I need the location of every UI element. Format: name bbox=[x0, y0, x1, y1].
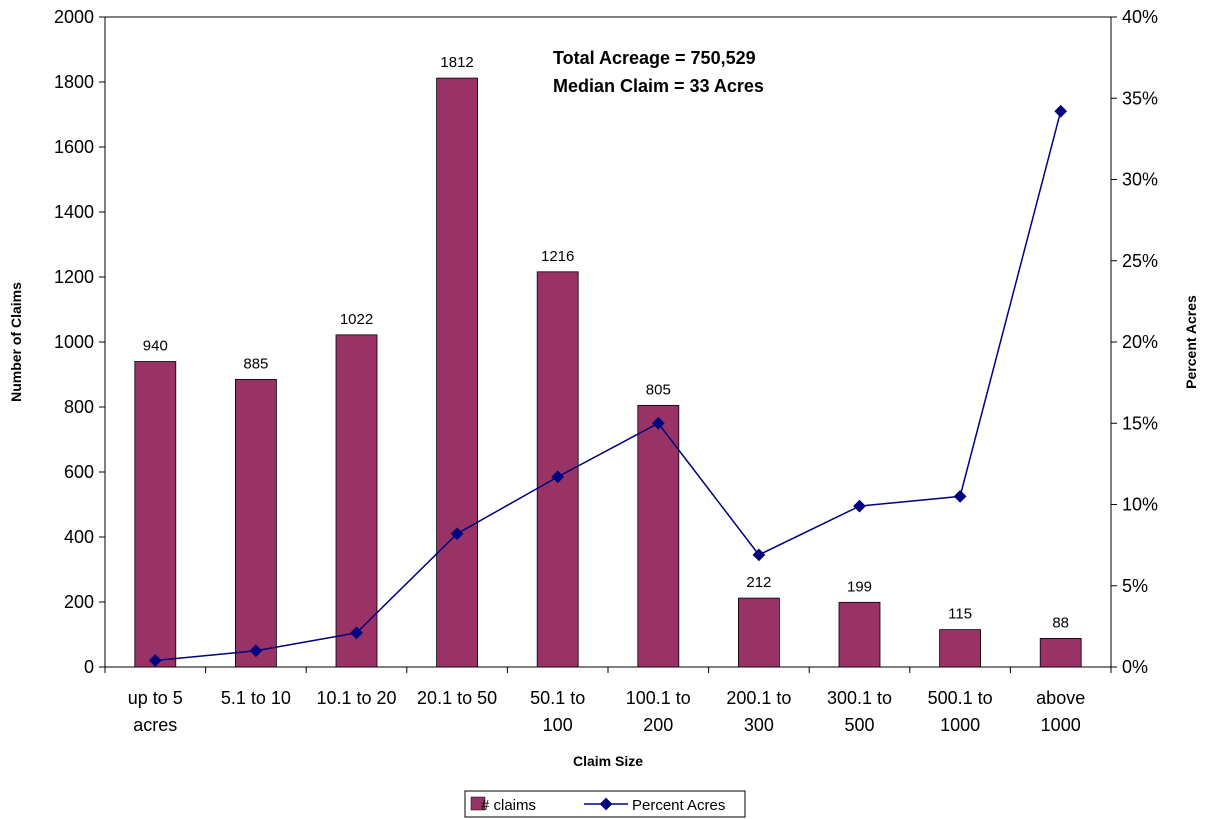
legend: # claims Percent Acres bbox=[464, 790, 746, 818]
percent-acres-marker bbox=[752, 548, 766, 562]
line-series bbox=[148, 104, 1068, 667]
bar-series bbox=[134, 77, 1082, 668]
bar bbox=[335, 334, 378, 668]
y2-tick-label: 25% bbox=[1122, 251, 1158, 271]
bar bbox=[436, 77, 479, 668]
bar-data-label: 88 bbox=[1052, 614, 1069, 631]
bar bbox=[234, 378, 277, 668]
x-category-label: 50.1 to 100 bbox=[530, 688, 585, 735]
bar-data-labels: 940 885 1022 1812 1216 805 212 199 115 88 bbox=[143, 54, 1069, 631]
bar-data-label: 1216 bbox=[541, 248, 574, 265]
bar-data-label: 199 bbox=[847, 578, 872, 595]
y-axis-ticks: 0 200 400 600 800 1000 1200 1400 1600 1800 2000 bbox=[54, 7, 105, 677]
bar bbox=[738, 597, 780, 668]
y-axis-title: Number of Claims bbox=[8, 282, 24, 402]
bar-data-label: 885 bbox=[243, 355, 268, 372]
bar-data-label: 940 bbox=[143, 338, 168, 355]
y2-tick-label: 15% bbox=[1122, 413, 1158, 433]
y2-tick-label: 30% bbox=[1122, 170, 1158, 190]
y-tick-label: 2000 bbox=[54, 7, 94, 27]
y2-tick-label: 35% bbox=[1122, 88, 1158, 108]
bar bbox=[637, 404, 680, 668]
y2-axis-title: Percent Acres bbox=[1183, 295, 1199, 389]
y-tick-label: 1800 bbox=[54, 72, 94, 92]
annotation-median-claim: Median Claim = 33 Acres bbox=[553, 76, 764, 96]
x-category-label: 200.1 to 300 bbox=[726, 688, 791, 735]
bar bbox=[1039, 638, 1082, 668]
y-tick-label: 1600 bbox=[54, 137, 94, 157]
x-category-label: 10.1 to 20 bbox=[316, 688, 396, 708]
x-category-label: 500.1 to 1000 bbox=[928, 688, 993, 735]
bar-data-label: 212 bbox=[746, 574, 771, 591]
percent-acres-marker bbox=[1054, 104, 1068, 118]
y2-tick-label: 40% bbox=[1122, 7, 1158, 27]
percent-acres-marker bbox=[953, 490, 967, 503]
annotation-total-acreage: Total Acreage = 750,529 bbox=[553, 48, 756, 68]
bar-data-label: 1022 bbox=[340, 311, 373, 328]
y2-axis-ticks: 0% 5% 10% 15% 20% 25% 30% 35% 40% bbox=[1111, 7, 1158, 677]
legend-label-claims: # claims bbox=[481, 797, 536, 814]
percent-acres-line bbox=[155, 111, 1062, 662]
x-category-label: 300.1 to 500 bbox=[827, 688, 892, 735]
y-tick-label: 0 bbox=[84, 657, 94, 677]
x-category-label: 20.1 to 50 bbox=[417, 688, 497, 708]
x-axis-title: Claim Size bbox=[573, 753, 643, 769]
y2-tick-label: 5% bbox=[1122, 576, 1148, 596]
y-tick-label: 200 bbox=[64, 592, 94, 612]
x-category-label: 5.1 to 10 bbox=[221, 688, 291, 708]
legend-swatch-claims bbox=[470, 796, 486, 811]
legend-label-percent: Percent Acres bbox=[632, 797, 725, 814]
bar bbox=[134, 361, 177, 668]
x-category-label: up to 5 acres bbox=[128, 688, 183, 735]
bar-data-label: 115 bbox=[948, 606, 972, 623]
y-tick-label: 400 bbox=[64, 527, 94, 547]
y-tick-label: 1200 bbox=[54, 267, 94, 287]
y2-tick-label: 20% bbox=[1122, 332, 1158, 352]
x-axis-ticks bbox=[104, 667, 1112, 673]
bar-data-label: 805 bbox=[646, 381, 671, 398]
x-axis-categories: up to 5 acres 5.1 to 10 10.1 to 20 20.1 to 5… bbox=[128, 688, 1085, 735]
percent-acres-marker bbox=[853, 499, 866, 513]
x-category-label: above 1000 bbox=[1036, 688, 1085, 735]
bar bbox=[939, 629, 981, 668]
bar-data-label: 1812 bbox=[440, 54, 473, 71]
bar bbox=[838, 601, 881, 668]
x-category-label: 100.1 to 200 bbox=[626, 688, 691, 735]
y-tick-label: 1000 bbox=[54, 332, 94, 352]
y-tick-label: 1400 bbox=[54, 202, 94, 222]
y-tick-label: 800 bbox=[64, 397, 94, 417]
y-tick-label: 600 bbox=[64, 462, 94, 482]
y2-tick-label: 10% bbox=[1122, 495, 1158, 515]
y2-tick-label: 0% bbox=[1122, 657, 1148, 677]
